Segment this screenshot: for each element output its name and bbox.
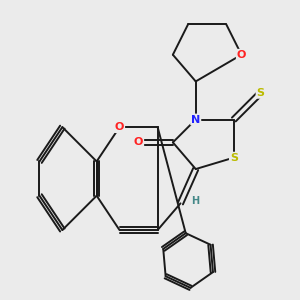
Text: O: O [237, 50, 246, 60]
Text: S: S [256, 88, 265, 98]
Text: O: O [115, 122, 124, 132]
Text: H: H [191, 196, 199, 206]
Text: S: S [230, 153, 238, 163]
Text: O: O [134, 137, 143, 147]
Text: N: N [191, 115, 200, 124]
